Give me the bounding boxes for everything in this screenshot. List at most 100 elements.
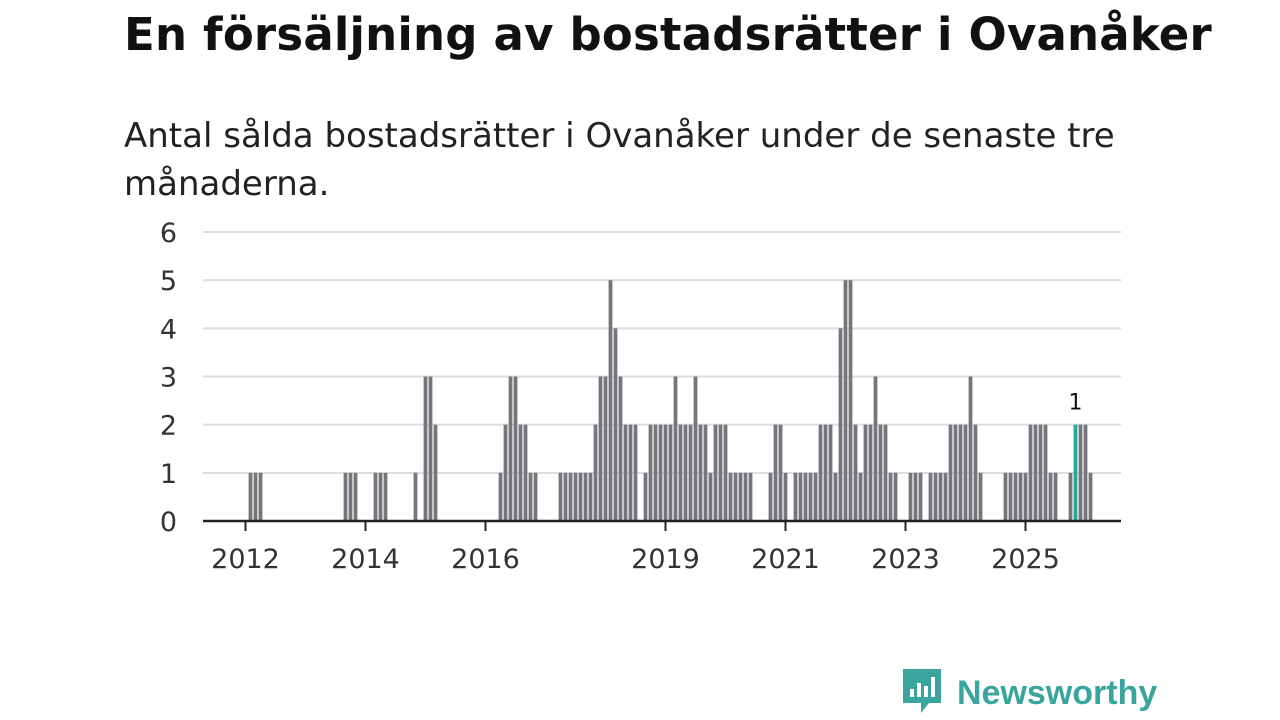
bar: [623, 424, 628, 521]
bar: [1003, 472, 1008, 521]
data-labels: 1: [1066, 388, 1085, 418]
bar: [563, 472, 568, 521]
bar: [848, 280, 853, 521]
bar: [593, 424, 598, 521]
bar: [778, 424, 783, 521]
bar: [603, 376, 608, 521]
bar: [668, 424, 673, 521]
bar: [518, 424, 523, 521]
bar: [1088, 472, 1093, 521]
bar: [503, 424, 508, 521]
bar: [733, 472, 738, 521]
bar: [858, 472, 863, 521]
bar: [828, 424, 833, 521]
bar: [1083, 424, 1088, 521]
bar: [413, 472, 418, 521]
bar: [793, 472, 798, 521]
bar: [823, 424, 828, 521]
bar: [648, 424, 653, 521]
bar: [803, 472, 808, 521]
bars: [248, 280, 1093, 521]
bar: [948, 424, 953, 521]
bar: [768, 472, 773, 521]
bar: [883, 424, 888, 521]
bar: [423, 376, 428, 521]
bar: [558, 472, 563, 521]
bar: [978, 472, 983, 521]
bar: [683, 424, 688, 521]
bar: [658, 424, 663, 521]
bar: [633, 424, 638, 521]
bar: [708, 472, 713, 521]
bar: [938, 472, 943, 521]
bar: [378, 472, 383, 521]
bar: [1008, 472, 1013, 521]
bar: [353, 472, 358, 521]
bar: [833, 472, 838, 521]
bar: [1078, 424, 1083, 521]
y-axis-ticks: 0 1 2 3 4 5 6: [160, 218, 177, 538]
bar: [968, 376, 973, 521]
bar: [343, 472, 348, 521]
bar: [528, 472, 533, 521]
bar: [383, 472, 388, 521]
bar: [258, 472, 263, 521]
brand-name: Newsworthy: [957, 673, 1158, 712]
x-tick-label: 2023: [871, 544, 940, 575]
bar: [913, 472, 918, 521]
chart-title: En försäljning av bostadsrätter i Ovanåk…: [124, 8, 1212, 61]
bar: [873, 376, 878, 521]
bar: [498, 472, 503, 521]
bar: [1053, 472, 1058, 521]
bar: [838, 328, 843, 521]
y-tick-label: 0: [160, 507, 177, 538]
bar: [1028, 424, 1033, 521]
bar: [663, 424, 668, 521]
bar: [928, 472, 933, 521]
bar: [373, 472, 378, 521]
bar: [1048, 472, 1053, 521]
bar: [568, 472, 573, 521]
bar: [588, 472, 593, 521]
bar: [773, 424, 778, 521]
brand-logo: Newsworthy: [901, 668, 1157, 718]
bar: [1013, 472, 1018, 521]
bar: [598, 376, 603, 521]
bar: [428, 376, 433, 521]
bar: [583, 472, 588, 521]
bar: [843, 280, 848, 521]
bar: [963, 424, 968, 521]
bar: [973, 424, 978, 521]
bar: [678, 424, 683, 521]
bar: [613, 328, 618, 521]
bar: [943, 472, 948, 521]
bar: [1038, 424, 1043, 521]
bar: [523, 424, 528, 521]
x-tick-label: 2012: [211, 544, 280, 575]
bar: [853, 424, 858, 521]
bar: [958, 424, 963, 521]
bar: [748, 472, 753, 521]
x-tick-label: 2019: [631, 544, 700, 575]
bar: [818, 424, 823, 521]
bar: [628, 424, 633, 521]
bar: [1043, 424, 1048, 521]
grid-lines: [203, 231, 1121, 474]
bar: [953, 424, 958, 521]
bar: [893, 472, 898, 521]
x-tick-label: 2025: [991, 544, 1060, 575]
bar: [608, 280, 613, 521]
bar: [888, 472, 893, 521]
bar: [1018, 472, 1023, 521]
y-tick-label: 3: [160, 363, 177, 394]
y-tick-label: 6: [160, 218, 177, 249]
x-tick-label: 2016: [451, 544, 520, 575]
bar: [808, 472, 813, 521]
bar: [348, 472, 353, 521]
bar: [878, 424, 883, 521]
bar: [573, 472, 578, 521]
bar: [693, 376, 698, 521]
bar: [688, 424, 693, 521]
x-tick-label: 2014: [331, 544, 400, 575]
bar: [433, 424, 438, 521]
